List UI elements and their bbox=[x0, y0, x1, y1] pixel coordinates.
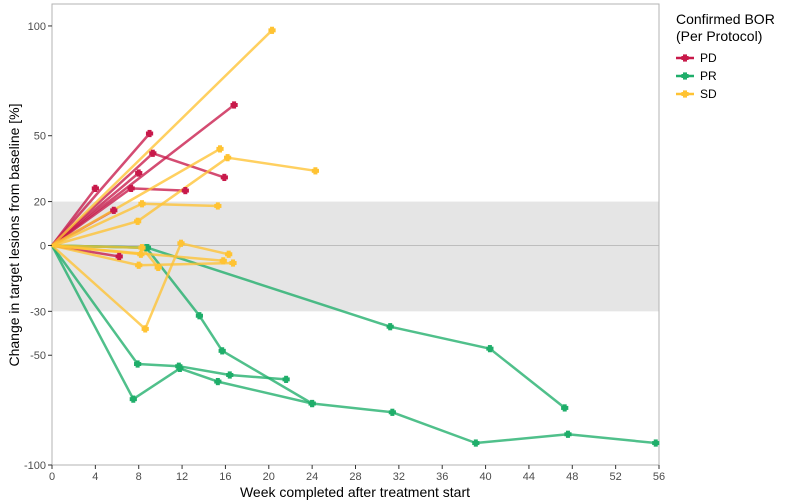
y-tick-label: 0 bbox=[40, 240, 46, 252]
data-point-sd-17-1 bbox=[141, 325, 149, 333]
data-point-pd-1-1 bbox=[115, 252, 123, 261]
legend-label: PD bbox=[700, 51, 717, 65]
series-line-sd-17 bbox=[50, 242, 230, 331]
data-point-pr-10-2 bbox=[175, 362, 183, 370]
x-tick-label: 28 bbox=[349, 471, 361, 483]
x-tick-label: 32 bbox=[393, 471, 405, 483]
data-point-pd-6-2 bbox=[220, 173, 228, 182]
x-tick-label: 12 bbox=[176, 471, 188, 483]
data-point-sd-15-1 bbox=[138, 200, 146, 208]
data-point-sd-16-1 bbox=[134, 217, 142, 225]
series-line-pd-7 bbox=[50, 132, 151, 247]
data-point-pr-10-4 bbox=[282, 375, 290, 383]
legend-title-line2: (Per Protocol) bbox=[676, 28, 762, 44]
y-tick-label: 100 bbox=[28, 21, 46, 33]
legend-entry-pr: PR bbox=[676, 69, 717, 83]
data-point-sd-16-3 bbox=[311, 167, 319, 175]
data-point-pr-12-4 bbox=[561, 404, 569, 412]
series-line-sd-14 bbox=[50, 147, 222, 247]
data-point-sd-17-3 bbox=[225, 250, 233, 258]
y-tick-label: -50 bbox=[30, 350, 46, 362]
legend-title-line1: Confirmed BOR bbox=[676, 11, 775, 27]
data-point-pr-12-3 bbox=[486, 345, 494, 353]
data-point-sd-19-1 bbox=[138, 244, 146, 252]
x-tick-label: 4 bbox=[92, 471, 98, 483]
data-point-pr-11-8 bbox=[652, 439, 660, 447]
x-tick-label: 56 bbox=[653, 471, 665, 483]
data-point-sd-18-2 bbox=[229, 259, 237, 267]
legend-entries: PD PR SD bbox=[676, 51, 717, 101]
data-point-pr-10-1 bbox=[134, 360, 142, 368]
x-tick-label: 0 bbox=[49, 471, 55, 483]
x-tick-label: 48 bbox=[566, 471, 578, 483]
y-tick-label: -30 bbox=[30, 306, 46, 318]
legend: Confirmed BOR (Per Protocol) PD PR SD bbox=[676, 11, 775, 101]
legend-label: PR bbox=[700, 69, 717, 83]
data-point-sd-18-1 bbox=[135, 261, 143, 269]
x-tick-label: 24 bbox=[306, 471, 318, 483]
data-point-sd-14-1 bbox=[216, 145, 224, 153]
data-point-pd-2-1 bbox=[110, 206, 118, 214]
y-axis-title: Change in target lesions from baseline [… bbox=[6, 103, 22, 366]
x-axis-title: Week completed after treatment start bbox=[240, 484, 470, 500]
data-point-sd-21-1 bbox=[137, 250, 145, 258]
x-tick-label: 36 bbox=[436, 471, 448, 483]
data-point-sd-16-2 bbox=[223, 154, 232, 162]
axes: 0 4 8 12 16 20 24 28 32 36 40 44 48 52 56-100-50-30020… bbox=[24, 21, 665, 483]
data-point-sd-13-1 bbox=[268, 26, 276, 34]
data-point-pd-6-1 bbox=[149, 149, 157, 157]
y-tick-label: -100 bbox=[24, 460, 46, 472]
data-point-pr-11-2 bbox=[195, 312, 204, 320]
y-tick-label: 50 bbox=[34, 131, 46, 143]
series-line-sd-13 bbox=[50, 29, 274, 247]
series-line-sd-21 bbox=[50, 244, 143, 256]
legend-key-marker bbox=[681, 90, 689, 98]
x-tick-label: 20 bbox=[263, 471, 275, 483]
data-point-sd-19-2 bbox=[154, 263, 162, 272]
legend-key-marker bbox=[681, 54, 689, 62]
legend-entry-sd: SD bbox=[676, 87, 717, 101]
plot-area bbox=[50, 3, 660, 466]
data-point-pr-9-1 bbox=[129, 395, 137, 403]
data-point-pr-11-7 bbox=[564, 430, 572, 438]
legend-label: SD bbox=[700, 87, 717, 101]
data-point-pr-11-6 bbox=[472, 439, 480, 447]
data-point-pr-9-3 bbox=[214, 377, 222, 386]
x-tick-label: 8 bbox=[136, 471, 142, 483]
x-tick-label: 16 bbox=[219, 471, 231, 483]
legend-key-marker bbox=[681, 72, 689, 80]
data-point-pd-5-1 bbox=[135, 169, 143, 177]
data-point-pr-11-3 bbox=[218, 347, 226, 355]
data-point-pd-7-1 bbox=[145, 129, 154, 138]
data-point-pr-12-2 bbox=[386, 323, 394, 331]
y-tick-label: 20 bbox=[34, 197, 46, 209]
data-point-pr-11-5 bbox=[388, 408, 396, 416]
data-point-sd-20-1 bbox=[219, 257, 227, 265]
data-point-sd-15-2 bbox=[214, 202, 222, 210]
data-point-sd-17-2 bbox=[177, 239, 185, 247]
data-point-pd-8-1 bbox=[230, 101, 238, 109]
series-line-pd-8 bbox=[50, 103, 236, 247]
x-tick-label: 40 bbox=[479, 471, 491, 483]
data-point-pd-3-1 bbox=[91, 184, 99, 192]
x-tick-label: 52 bbox=[610, 471, 622, 483]
data-point-pr-10-3 bbox=[226, 371, 234, 379]
legend-entry-pd: PD bbox=[676, 51, 717, 65]
data-point-pd-4-1 bbox=[127, 184, 135, 192]
data-point-pd-4-2 bbox=[181, 186, 189, 195]
data-point-pr-11-4 bbox=[308, 399, 316, 408]
x-tick-label: 44 bbox=[523, 471, 535, 483]
